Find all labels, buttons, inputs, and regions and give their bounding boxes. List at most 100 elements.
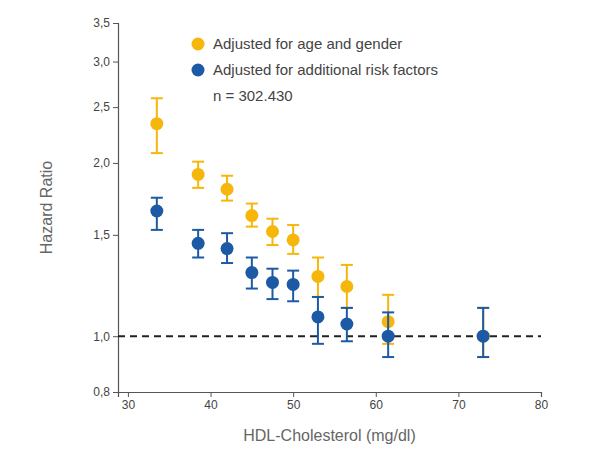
error-bar-cap	[287, 270, 299, 272]
error-bar	[221, 233, 233, 263]
error-bar-cap	[312, 296, 324, 298]
plot: 3040506070800,81,01,52,02,53,03,5	[93, 16, 548, 411]
x-tick-mark	[128, 392, 129, 397]
x-tick: 70	[452, 392, 466, 412]
error-bar	[341, 308, 353, 341]
point	[287, 233, 300, 246]
x-tick-mark	[293, 392, 294, 397]
error-bar	[382, 312, 394, 357]
point	[287, 278, 300, 291]
error-bar-cap	[341, 340, 353, 342]
error-bar	[151, 98, 163, 153]
x-axis-line	[119, 393, 542, 398]
legend-label: Adjusted for age and gender	[213, 35, 402, 52]
y-tick: 1,5	[93, 228, 118, 242]
x-axis-title: HDL-Cholesterol (mg/dl)	[243, 427, 416, 444]
point	[266, 276, 279, 289]
y-axis-title: Hazard Ratio	[38, 161, 55, 254]
point	[192, 168, 205, 181]
y-tick-label: 3,0	[93, 55, 110, 69]
error-bar	[266, 219, 278, 245]
error-bar	[341, 265, 353, 308]
x-tick-label: 60	[370, 398, 384, 412]
x-tick-label: 30	[122, 398, 136, 412]
error-bar-cap	[221, 232, 233, 234]
legend-entry: Adjusted for additional risk factors	[192, 61, 439, 78]
error-bar-cap	[312, 257, 324, 259]
point	[192, 237, 205, 250]
x-tick-label: 70	[452, 398, 466, 412]
error-bar-cap	[192, 257, 204, 259]
error-bar	[151, 198, 163, 230]
error-bar-cap	[341, 264, 353, 266]
error-bar	[287, 225, 299, 254]
legend-entry: Adjusted for age and gender	[192, 35, 403, 52]
annotation: n = 302.430	[213, 87, 293, 104]
x-tick-label: 40	[204, 398, 218, 412]
y-tick-label: 3,5	[93, 16, 110, 30]
error-bar-cap	[312, 296, 324, 298]
series	[150, 98, 489, 357]
y-tick-mark	[113, 163, 118, 164]
x-tick: 80	[535, 392, 549, 412]
error-bar-cap	[221, 175, 233, 177]
error-bar-cap	[221, 200, 233, 202]
error-bar-cap	[246, 226, 258, 228]
error-bar	[312, 297, 324, 344]
legend-marker	[192, 38, 205, 51]
error-bar-cap	[341, 307, 353, 309]
error-bar	[246, 258, 258, 289]
y-tick-mark	[113, 62, 118, 63]
point	[221, 183, 234, 196]
error-bar-cap	[246, 257, 258, 259]
y-tick: 1,0	[93, 330, 118, 344]
error-bar-cap	[477, 356, 489, 358]
legend-marker	[192, 64, 205, 77]
error-bar-cap	[287, 224, 299, 226]
point	[477, 330, 490, 343]
legend: Adjusted for age and gender Adjusted for …	[192, 35, 439, 78]
y-tick: 0,8	[93, 385, 118, 399]
marks-inner	[118, 98, 541, 357]
error-bar-cap	[266, 298, 278, 300]
error-bar-cap	[382, 311, 394, 313]
error-bar-cap	[246, 203, 258, 205]
x-tick-mark	[211, 392, 212, 397]
error-bar-cap	[151, 197, 163, 199]
y-tick-label: 1,5	[93, 228, 110, 242]
y-tick-mark	[113, 107, 118, 108]
y-axis: 0,81,01,52,02,53,03,5	[93, 16, 118, 399]
y-tick-mark	[113, 235, 118, 236]
point	[311, 310, 324, 323]
point	[245, 209, 258, 222]
point	[150, 205, 163, 218]
error-bar	[246, 204, 258, 227]
error-bar-cap	[287, 253, 299, 255]
legend-label: Adjusted for additional risk factors	[213, 61, 438, 78]
point	[311, 270, 324, 283]
point	[221, 242, 234, 255]
marks	[118, 98, 541, 357]
x-tick-mark	[541, 392, 542, 397]
y-tick-label: 0,8	[93, 385, 110, 399]
error-bar-cap	[477, 356, 489, 358]
error-bar-cap	[192, 229, 204, 231]
error-bar-cap	[246, 288, 258, 290]
error-bar	[477, 308, 489, 357]
error-bar-cap	[477, 307, 489, 309]
y-tick: 3,5	[93, 16, 118, 30]
error-bar-cap	[266, 218, 278, 220]
chart: 3040506070800,81,01,52,02,53,03,5HDL-Cho…	[0, 0, 589, 461]
point	[477, 330, 490, 343]
error-bar-cap	[221, 262, 233, 264]
y-tick: 2,5	[93, 100, 118, 114]
point	[382, 330, 395, 343]
y-tick-mark	[113, 336, 118, 337]
error-bar-cap	[477, 307, 489, 309]
error-bar	[192, 230, 204, 258]
y-tick-mark	[113, 23, 118, 24]
x-tick: 40	[204, 392, 218, 412]
error-bar-cap	[312, 343, 324, 345]
x-tick-label: 80	[535, 398, 549, 412]
x-tick: 30	[122, 392, 136, 412]
